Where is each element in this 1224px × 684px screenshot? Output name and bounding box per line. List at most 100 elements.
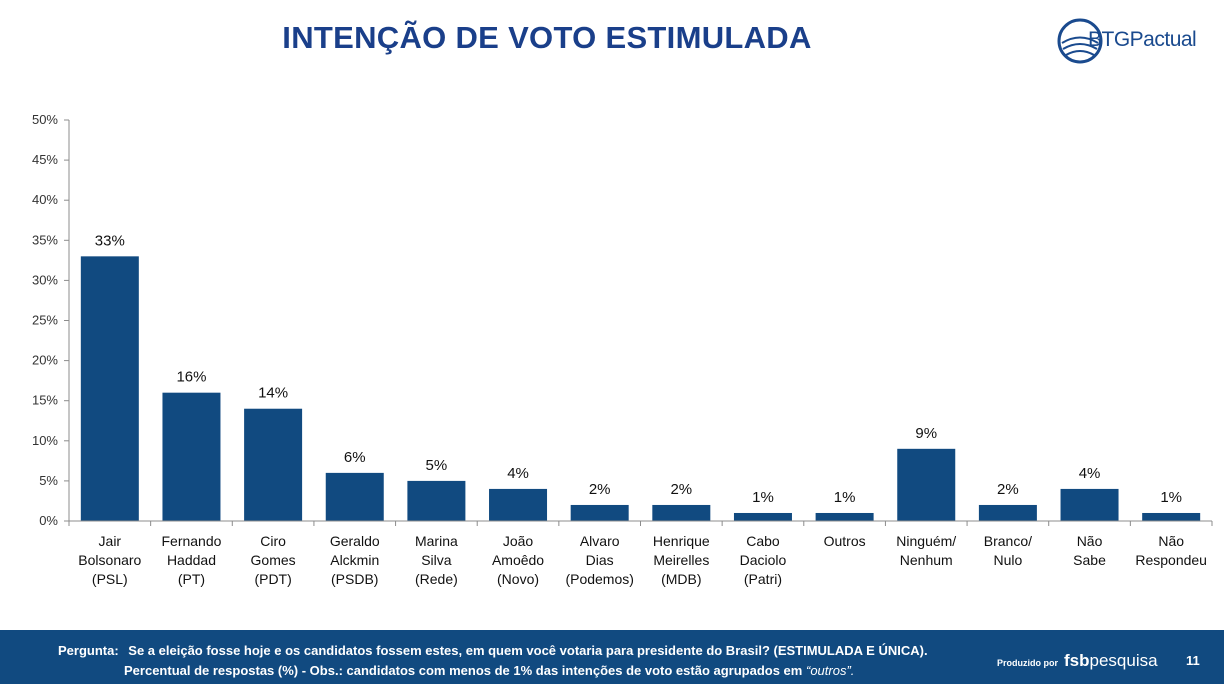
x-category-line: Geraldo: [330, 533, 380, 549]
x-category-line: Não: [1158, 533, 1184, 549]
x-category-label: João Amoêdo (Novo): [492, 533, 544, 587]
x-category-line: Jair: [99, 533, 122, 549]
bar: [1142, 512, 1201, 521]
data-label: 1%: [1160, 489, 1182, 506]
data-label: 1%: [752, 489, 774, 506]
note-line: Percentual de respostas (%) - Obs.: cand…: [124, 663, 854, 678]
x-category-line: Gomes: [251, 552, 296, 568]
x-category-label: Marina Silva (Rede): [415, 533, 458, 587]
data-label: 2%: [670, 481, 692, 498]
logo-text: BTGPactual: [1088, 28, 1197, 51]
data-label: 2%: [589, 481, 611, 498]
x-category-line: Sabe: [1073, 552, 1106, 568]
data-label: 4%: [1079, 465, 1101, 482]
x-category-line: Ninguém/: [896, 533, 956, 549]
note-text: Percentual de respostas (%) - Obs.: cand…: [124, 663, 803, 678]
produced-by-label: Produzido por: [997, 658, 1058, 668]
x-category-line: Não: [1077, 533, 1103, 549]
bar: [244, 408, 303, 521]
page-title: INTENÇÃO DE VOTO ESTIMULADA: [282, 20, 812, 55]
data-label: 1%: [834, 489, 856, 506]
x-category-line: (Rede): [415, 571, 458, 587]
x-category-line: Marina: [415, 533, 458, 549]
x-category-line: Amoêdo: [492, 552, 544, 568]
bar: [570, 504, 629, 521]
x-category-line: (PDT): [254, 571, 291, 587]
x-category-line: (Novo): [497, 571, 539, 587]
x-category-line: (PSL): [92, 571, 128, 587]
bar: [80, 256, 139, 521]
y-tick-label: 50%: [32, 112, 58, 127]
bar: [162, 392, 221, 521]
x-category-line: Outros: [824, 533, 866, 549]
bar: [733, 512, 792, 521]
brand-rest: pesquisa: [1089, 651, 1158, 670]
bar: [489, 488, 548, 521]
fsb-pesquisa-logo: fsbpesquisa: [1064, 651, 1158, 671]
data-label: 33%: [95, 232, 125, 249]
y-tick-label: 20%: [32, 353, 58, 368]
y-tick-label: 15%: [32, 393, 58, 408]
y-tick-label: 35%: [32, 232, 58, 247]
bars: 33% 16% 14% 6% 5% 4% 2% 2% 1% 1% 9% 2% 4% 1%: [80, 232, 1201, 521]
x-category-label: Henrique Meirelles (MDB): [653, 533, 710, 587]
question-line: Pergunta: Se a eleição fosse hoje e os c…: [58, 643, 928, 658]
x-category-line: Ciro: [260, 533, 286, 549]
globe-icon: [1057, 18, 1103, 64]
x-category-line: Dias: [586, 552, 614, 568]
bar: [897, 448, 956, 521]
x-category-line: Fernando: [161, 533, 221, 549]
x-axis: Jair Bolsonaro (PSL) Fernando Haddad (PT) Ciro…: [68, 520, 1213, 587]
data-label: 4%: [507, 465, 529, 482]
x-category-label: Não Sabe: [1073, 533, 1106, 568]
x-category-line: Daciolo: [740, 552, 787, 568]
y-tick-label: 10%: [32, 433, 58, 448]
bar: [652, 504, 711, 521]
bar: [815, 512, 874, 521]
bar-chart: 0% 5% 10% 15% 20% 25% 30% 35% 40% 45% 50% 33% 16% 14…: [32, 112, 1213, 587]
x-category-line: Nulo: [993, 552, 1022, 568]
x-category-line: Bolsonaro: [78, 552, 141, 568]
bar: [407, 480, 466, 521]
data-label: 16%: [176, 369, 206, 386]
y-tick-label: 0%: [39, 513, 58, 528]
x-category-label: Outros: [824, 533, 866, 549]
y-tick-label: 30%: [32, 272, 58, 287]
data-label: 14%: [258, 385, 288, 402]
x-category-line: Alvaro: [580, 533, 620, 549]
bar: [325, 472, 384, 521]
note-quote: “outros”.: [805, 663, 855, 678]
brand-bold: fsb: [1064, 651, 1090, 670]
x-category-line: (PT): [178, 571, 205, 587]
x-category-label: Ciro Gomes (PDT): [251, 533, 296, 587]
bar: [978, 504, 1037, 521]
x-category-line: Alckmin: [330, 552, 379, 568]
y-tick-label: 25%: [32, 313, 58, 328]
x-category-line: Nenhum: [900, 552, 953, 568]
x-category-line: (Podemos): [565, 571, 633, 587]
x-category-line: Henrique: [653, 533, 710, 549]
x-category-line: Silva: [421, 552, 452, 568]
y-tick-label: 45%: [32, 152, 58, 167]
x-category-label: Branco/Nulo: [984, 533, 1032, 568]
x-category-line: Branco/: [984, 533, 1032, 549]
x-category-label: Geraldo Alckmin (PSDB): [330, 533, 380, 587]
x-category-label: Jair Bolsonaro (PSL): [78, 533, 141, 587]
question-label: Pergunta:: [58, 643, 119, 658]
y-axis: 0% 5% 10% 15% 20% 25% 30% 35% 40% 45% 50%: [32, 112, 70, 528]
data-label: 2%: [997, 481, 1019, 498]
btg-pactual-logo: BTGPactual: [1056, 16, 1208, 68]
x-category-line: (PSDB): [331, 571, 378, 587]
question-text: Se a eleição fosse hoje e os candidatos …: [128, 643, 928, 658]
y-tick-label: 40%: [32, 192, 58, 207]
x-category-label: Alvaro Dias (Podemos): [565, 533, 633, 587]
x-category-line: Meirelles: [653, 552, 709, 568]
x-category-label: Fernando Haddad (PT): [161, 533, 221, 587]
data-label: 9%: [915, 425, 937, 442]
page-number: 11: [1186, 653, 1200, 668]
x-category-line: (Patri): [744, 571, 782, 587]
x-category-line: Respondeu: [1135, 552, 1207, 568]
x-category-label: Cabo Daciolo (Patri): [740, 533, 787, 587]
footer-bar: Pergunta: Se a eleição fosse hoje e os c…: [0, 630, 1224, 684]
x-category-line: Cabo: [746, 533, 780, 549]
